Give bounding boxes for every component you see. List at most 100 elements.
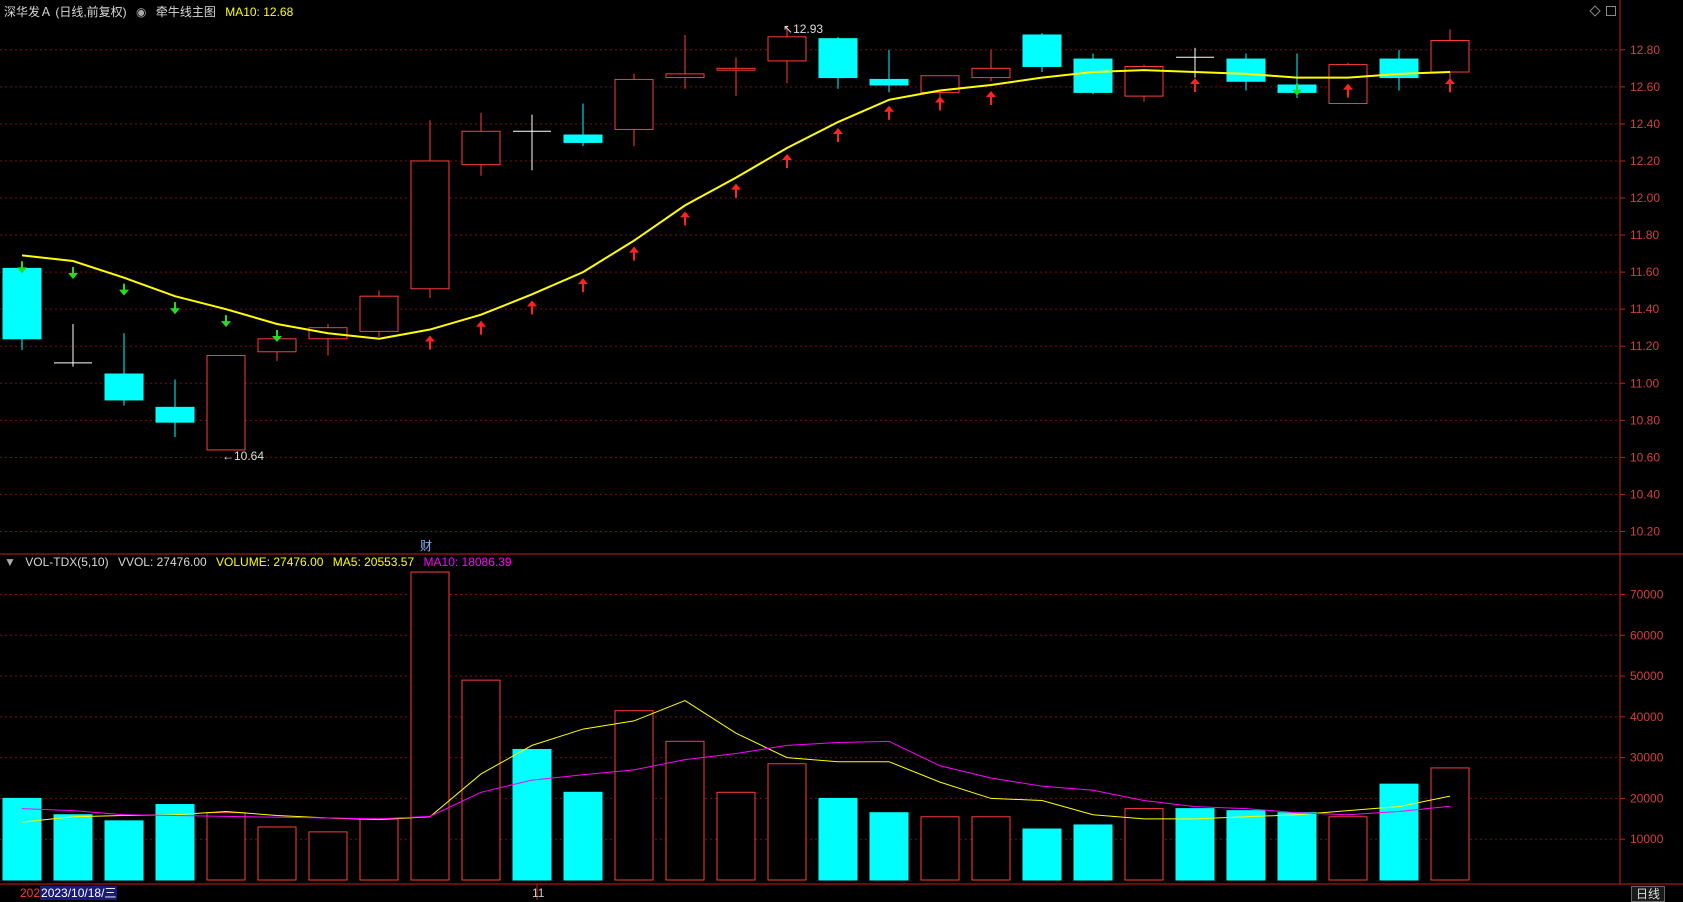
- volume-value: VOLUME: 27476.00: [216, 555, 324, 569]
- price-tick-label: 12.00: [1630, 191, 1660, 205]
- volume-tick-label: 30000: [1630, 751, 1664, 765]
- price-tick-label: 12.60: [1630, 80, 1660, 94]
- buy-arrow-head: [680, 211, 690, 218]
- price-tick-label: 10.60: [1630, 450, 1660, 464]
- date-prefix: 202: [20, 886, 41, 900]
- ma10-value: MA10: 12.68: [225, 5, 294, 19]
- volume-bar: [818, 797, 858, 881]
- sell-arrow-head: [119, 289, 129, 296]
- volume-bar: [206, 812, 246, 881]
- buy-arrow-head: [884, 105, 894, 112]
- price-tick-label: 12.20: [1630, 154, 1660, 168]
- price-tick-label: 11.60: [1630, 265, 1659, 279]
- volume-bar: [869, 812, 909, 881]
- sell-arrow-head: [17, 267, 27, 274]
- candle-body: [971, 67, 1011, 79]
- volume-bar: [1022, 828, 1062, 881]
- volume-tick-label: 10000: [1630, 832, 1664, 846]
- volume-bar: [1277, 812, 1317, 881]
- candle-body: [1226, 58, 1266, 82]
- current-date: 2023/10/18/三: [40, 886, 118, 900]
- candle-body: [206, 354, 246, 451]
- volume-bar: [155, 804, 195, 881]
- candlesticks[interactable]: [2, 25, 1470, 451]
- volume-bar: [1430, 767, 1470, 881]
- volume-tick-label: 40000: [1630, 710, 1664, 724]
- stock-title[interactable]: 深华发Ａ (日线,前复权): [4, 5, 127, 19]
- price-axis: 10.20 10.40 10.60 10.80 11.00 11.20 11.40 11.60…: [1620, 43, 1660, 538]
- price-tick-label: 11.20: [1630, 339, 1659, 353]
- price-tick-label: 10.80: [1630, 413, 1660, 427]
- candle-body: [2, 267, 42, 340]
- price-tick-label: 10.20: [1630, 524, 1660, 538]
- volume-bar: [614, 710, 654, 881]
- volume-tick-label: 50000: [1630, 669, 1664, 683]
- volume-bar: [53, 814, 93, 881]
- vol-ma5-value: MA5: 20553.57: [332, 555, 415, 569]
- volume-bar: [512, 748, 552, 881]
- volume-indicator-name[interactable]: VOL-TDX(5,10): [25, 555, 109, 569]
- buy-arrow-head: [833, 128, 843, 135]
- candle-body: [767, 36, 807, 62]
- volume-bar: [257, 826, 297, 881]
- volume-bar: [1328, 816, 1368, 881]
- buy-arrow-head: [782, 153, 792, 160]
- candle-body: [869, 78, 909, 86]
- date-footer: 2022023/10/18/三: [20, 886, 123, 900]
- volume-bar: [1175, 808, 1215, 881]
- volume-bar: [1073, 824, 1113, 881]
- candle-body: [614, 78, 654, 130]
- volume-tick-label: 70000: [1630, 587, 1664, 601]
- price-tick-label: 11.80: [1630, 228, 1659, 242]
- sell-arrow-head: [170, 308, 180, 315]
- buy-arrow-head: [731, 183, 741, 190]
- volume-tick-label: 60000: [1630, 628, 1664, 642]
- buy-arrow-head: [935, 96, 945, 103]
- volume-bar: [767, 763, 807, 881]
- candle-body: [359, 295, 399, 332]
- volume-bar: [971, 816, 1011, 881]
- sell-arrow-head: [221, 321, 231, 328]
- low-price-label: ←10.64: [222, 449, 265, 463]
- candle-body: [1430, 40, 1470, 73]
- ma10-line: [21, 69, 1451, 340]
- volume-indicator-icon[interactable]: ▼: [4, 555, 16, 569]
- volume-bars[interactable]: [2, 571, 1470, 881]
- candle-body: [1022, 34, 1062, 67]
- price-tick-label: 12.40: [1630, 117, 1660, 131]
- volume-bar: [461, 679, 501, 881]
- sell-arrow-head: [1292, 89, 1302, 96]
- ma10-polyline: [21, 69, 1451, 340]
- price-tick-label: 12.80: [1630, 43, 1660, 57]
- signal-arrows: [17, 78, 1455, 350]
- financial-event-marker[interactable]: 财: [420, 539, 433, 553]
- volume-ma-lines: [21, 699, 1451, 823]
- buy-arrow-head: [425, 335, 435, 342]
- buy-arrow-head: [629, 246, 639, 253]
- candle-body: [1073, 58, 1113, 93]
- indicator-icon[interactable]: ◉: [136, 5, 147, 19]
- volume-bar: [563, 791, 603, 881]
- volume-bar: [1226, 810, 1266, 881]
- volume-bar: [2, 797, 42, 881]
- buy-arrow-head: [1343, 83, 1353, 90]
- volume-ma5-line: [21, 699, 1451, 823]
- price-tick-label: 10.40: [1630, 487, 1660, 501]
- indicator-name[interactable]: 牵牛线主图: [155, 5, 216, 19]
- volume-tick-label: 20000: [1630, 791, 1664, 805]
- candle-body: [665, 73, 705, 79]
- window-toggle-icon[interactable]: [1606, 6, 1616, 16]
- buy-arrow-head: [1190, 78, 1200, 85]
- buy-arrow-head: [527, 300, 537, 307]
- vol-ma10-value: MA10: 18086.39: [423, 555, 512, 569]
- candle-body: [563, 134, 603, 143]
- volume-bar: [104, 820, 144, 881]
- buy-arrow-head: [578, 278, 588, 285]
- candle-body: [461, 130, 501, 166]
- month-label: 11: [532, 886, 545, 900]
- volume-ma10-line: [21, 740, 1451, 820]
- volume-bar: [359, 818, 399, 881]
- volume-bar: [410, 571, 450, 881]
